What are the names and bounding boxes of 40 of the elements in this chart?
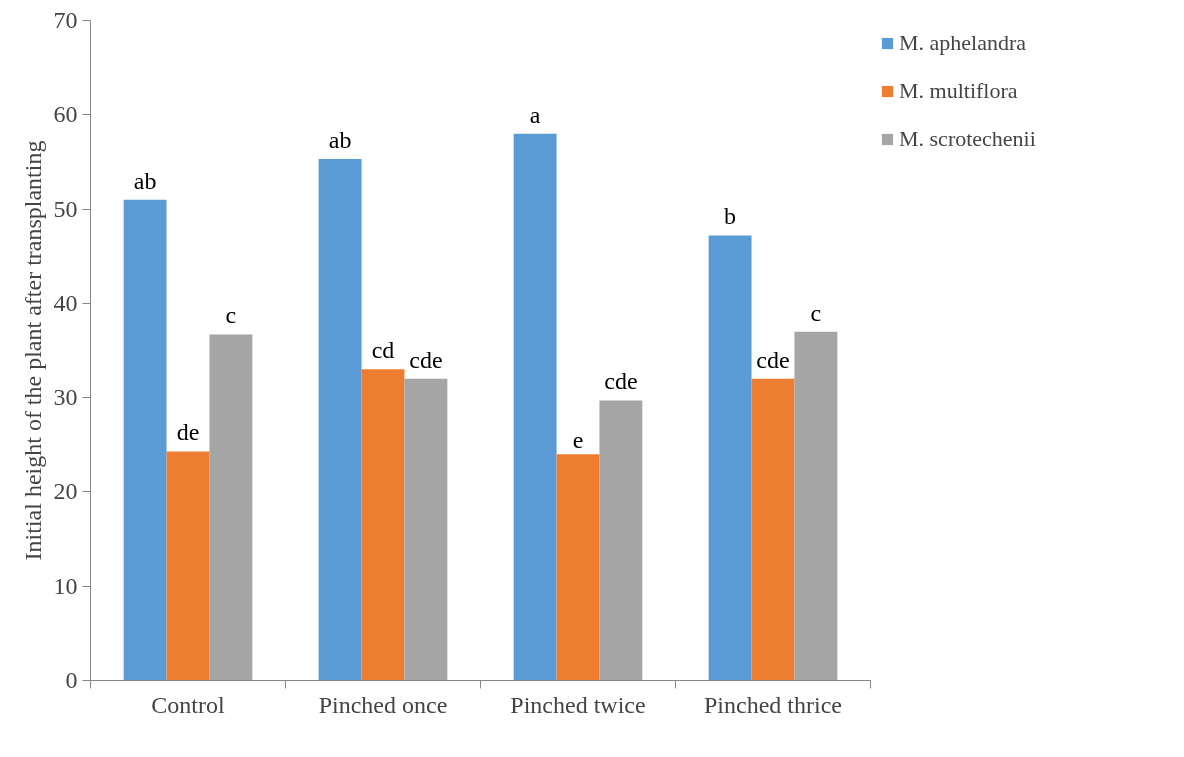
data-label: cd: [371, 337, 395, 364]
x-tick-label: Pinched twice: [510, 691, 646, 718]
y-tick-label: 60: [53, 101, 78, 128]
legend-label: M. aphelandra: [899, 30, 1027, 56]
bar: [166, 451, 210, 681]
data-label: a: [529, 101, 541, 128]
legend-label: M. multiflora: [899, 78, 1018, 104]
bar: [123, 199, 167, 681]
bar: [513, 133, 557, 681]
data-label: e: [572, 427, 584, 454]
x-tick-label: Control: [151, 691, 225, 718]
data-label: c: [225, 302, 237, 329]
data-label: ab: [328, 127, 352, 154]
bar: [751, 378, 795, 681]
bar: [361, 369, 405, 681]
bar: [404, 378, 448, 681]
y-tick-label: 70: [53, 7, 78, 33]
x-tick-label: Pinched thrice: [704, 691, 842, 718]
y-tick-label: 50: [53, 195, 78, 222]
x-tick-label: Pinched once: [318, 691, 448, 718]
bar: [209, 334, 253, 681]
data-label: ab: [133, 167, 157, 194]
bar: [599, 400, 643, 681]
bar: [794, 331, 838, 681]
data-label: c: [810, 299, 822, 326]
legend-label: M. scrotechenii: [899, 126, 1036, 152]
y-tick-label: 10: [53, 572, 78, 599]
y-tick-label: 30: [53, 384, 78, 411]
data-label: cde: [756, 346, 790, 373]
y-tick-label: 0: [65, 667, 78, 693]
y-axis-title: Initial height of the plant after transplanting: [19, 140, 46, 561]
y-tick-label: 40: [53, 289, 78, 316]
bar: [556, 454, 600, 681]
bar: [708, 235, 752, 681]
y-tick-label: 20: [53, 478, 78, 505]
data-label: b: [724, 203, 737, 230]
bar: [318, 159, 362, 681]
data-label: cde: [604, 368, 638, 395]
data-label: cde: [409, 346, 443, 373]
data-label: de: [176, 419, 200, 446]
